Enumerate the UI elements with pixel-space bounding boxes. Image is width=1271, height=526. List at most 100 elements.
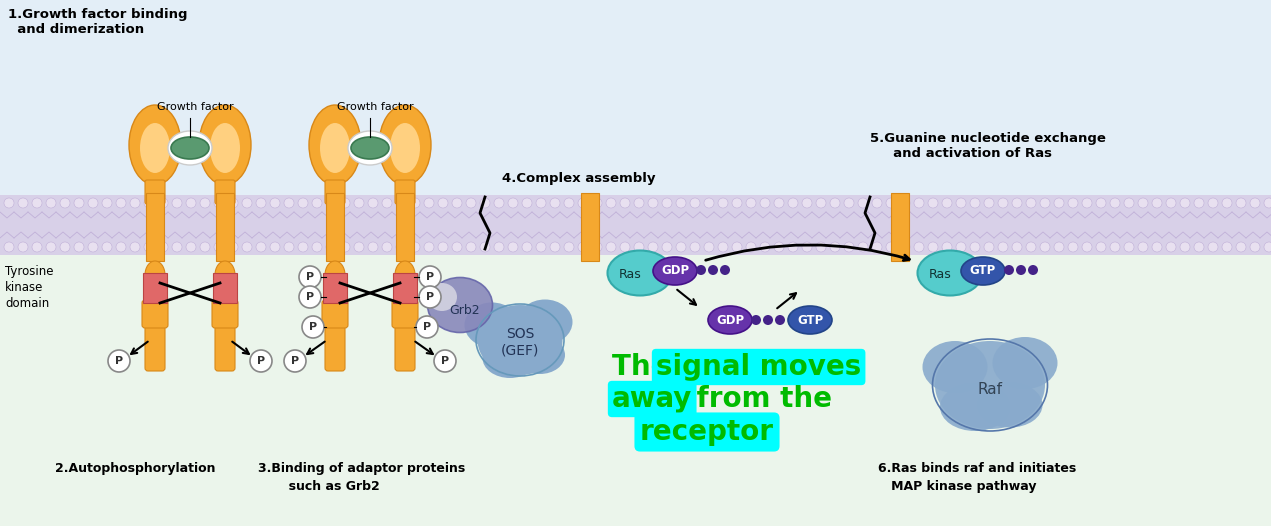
Circle shape [425, 198, 433, 208]
Ellipse shape [172, 137, 208, 159]
Circle shape [228, 198, 238, 208]
Circle shape [830, 242, 840, 252]
Circle shape [452, 198, 461, 208]
Ellipse shape [210, 123, 240, 173]
Circle shape [648, 242, 658, 252]
Circle shape [1110, 198, 1120, 208]
Ellipse shape [309, 105, 361, 185]
Circle shape [900, 242, 910, 252]
Circle shape [299, 266, 322, 288]
Ellipse shape [923, 341, 988, 393]
Circle shape [255, 242, 266, 252]
Circle shape [1016, 265, 1026, 275]
Circle shape [928, 198, 938, 208]
Circle shape [872, 242, 882, 252]
Circle shape [283, 350, 306, 372]
Ellipse shape [215, 261, 235, 289]
Ellipse shape [351, 137, 389, 159]
Circle shape [419, 286, 441, 308]
Ellipse shape [348, 131, 391, 165]
Circle shape [4, 242, 14, 252]
Bar [214, 273, 236, 303]
Circle shape [1068, 242, 1078, 252]
Ellipse shape [325, 261, 344, 289]
Circle shape [214, 198, 224, 208]
Circle shape [550, 198, 561, 208]
Circle shape [200, 242, 210, 252]
Circle shape [816, 198, 826, 208]
Circle shape [341, 242, 350, 252]
Circle shape [970, 242, 980, 252]
Circle shape [1179, 242, 1190, 252]
Circle shape [144, 242, 154, 252]
Circle shape [200, 198, 210, 208]
Circle shape [325, 242, 336, 252]
Circle shape [1082, 242, 1092, 252]
Circle shape [1138, 242, 1148, 252]
Circle shape [676, 242, 686, 252]
Circle shape [732, 242, 742, 252]
Ellipse shape [128, 105, 180, 185]
Circle shape [283, 242, 294, 252]
Circle shape [634, 242, 644, 252]
Bar [146, 193, 164, 261]
Circle shape [383, 242, 391, 252]
Text: GDP: GDP [716, 313, 744, 327]
Circle shape [269, 242, 280, 252]
Circle shape [1124, 198, 1134, 208]
Circle shape [88, 198, 98, 208]
Text: from the: from the [688, 385, 833, 413]
Bar [216, 193, 234, 261]
Circle shape [690, 198, 700, 208]
Circle shape [942, 242, 952, 252]
Circle shape [844, 198, 854, 208]
Circle shape [311, 242, 322, 252]
Circle shape [466, 198, 477, 208]
Circle shape [886, 198, 896, 208]
Circle shape [158, 198, 168, 208]
Circle shape [662, 242, 672, 252]
Circle shape [1221, 242, 1232, 252]
Circle shape [970, 198, 980, 208]
Circle shape [130, 242, 140, 252]
Circle shape [419, 266, 441, 288]
Circle shape [480, 242, 491, 252]
Circle shape [411, 198, 419, 208]
Circle shape [844, 242, 854, 252]
Bar [0, 0, 1271, 205]
Circle shape [397, 198, 405, 208]
Ellipse shape [993, 337, 1057, 389]
Circle shape [241, 242, 252, 252]
Circle shape [433, 350, 456, 372]
Circle shape [186, 242, 196, 252]
Text: GTP: GTP [797, 313, 824, 327]
Circle shape [914, 198, 924, 208]
Circle shape [746, 198, 756, 208]
Circle shape [1221, 198, 1232, 208]
Circle shape [1152, 242, 1162, 252]
Text: The: The [613, 353, 679, 381]
Circle shape [760, 198, 770, 208]
Circle shape [60, 242, 70, 252]
Circle shape [369, 198, 377, 208]
Ellipse shape [395, 261, 416, 289]
Circle shape [60, 198, 70, 208]
Text: SOS
(GEF): SOS (GEF) [501, 327, 539, 357]
Bar [0, 250, 1271, 526]
Circle shape [1040, 198, 1050, 208]
Circle shape [452, 242, 461, 252]
Ellipse shape [788, 306, 833, 334]
Circle shape [494, 242, 505, 252]
Circle shape [1082, 198, 1092, 208]
Circle shape [802, 242, 812, 252]
Circle shape [1166, 198, 1176, 208]
Circle shape [214, 242, 224, 252]
Circle shape [886, 242, 896, 252]
Ellipse shape [961, 257, 1005, 285]
Circle shape [255, 198, 266, 208]
Text: Grb2: Grb2 [450, 304, 480, 317]
Bar [397, 193, 414, 261]
Ellipse shape [608, 250, 672, 296]
Text: P: P [309, 322, 316, 332]
Circle shape [1054, 198, 1064, 208]
